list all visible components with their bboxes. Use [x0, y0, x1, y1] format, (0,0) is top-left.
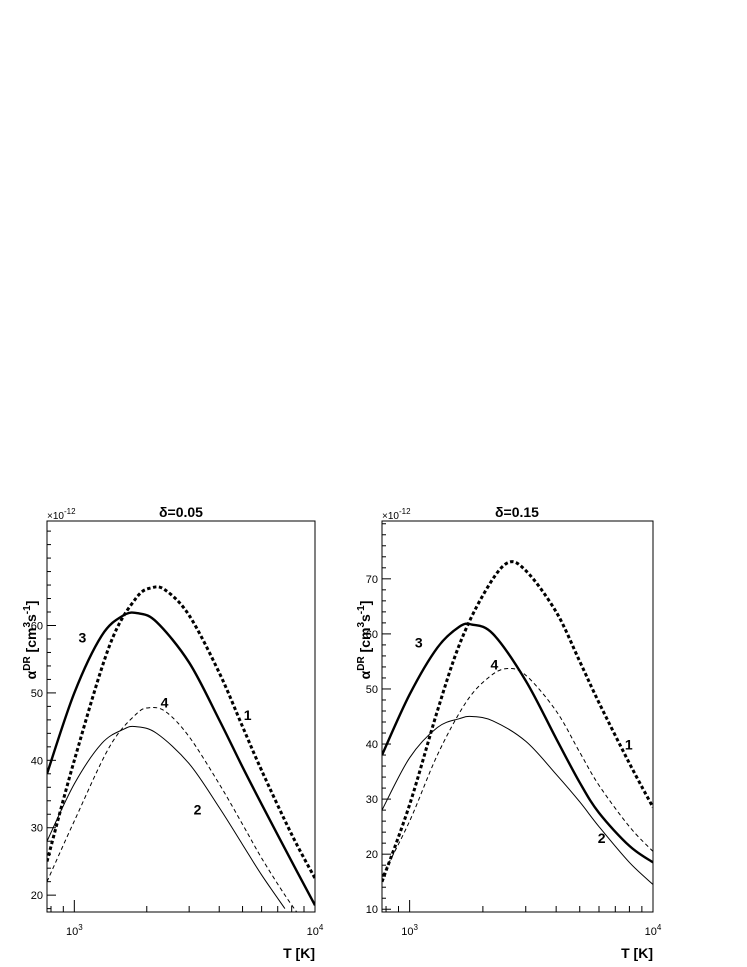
curve-label-1: 1	[244, 707, 252, 723]
plot-frame-right	[381, 520, 654, 913]
x-tick-label: 104	[645, 923, 662, 938]
y-tick-label: 20	[366, 849, 378, 861]
chart-panel-left: δ=0.05 ×10-12 αDR [cm3s-1] T [K] 20 30 40 5…	[22, 504, 324, 961]
y-tick-label: 50	[366, 684, 378, 696]
y-tick-label: 60	[366, 629, 378, 641]
curve-label-3: 3	[78, 629, 86, 645]
y-tick-label: 10	[366, 904, 378, 916]
curve-3	[47, 611, 315, 906]
x-tick-label: 103	[66, 923, 83, 938]
chart-title-left: δ=0.05	[159, 504, 203, 520]
curve-1	[382, 560, 653, 883]
y-multiplier-left: ×10-12	[47, 507, 76, 522]
curve-label-3: 3	[415, 635, 423, 651]
y-tick-label: 20	[31, 890, 43, 902]
curve-label-4: 4	[161, 695, 169, 711]
curve-1	[47, 585, 315, 879]
y-axis-label-left: αDR [cm3s-1]	[22, 601, 39, 680]
y-tick-label: 70	[366, 574, 378, 586]
curve-labels-right: 1 2 3 4	[415, 635, 633, 847]
y-tick-label: 40	[31, 755, 43, 767]
curve-4	[382, 667, 653, 877]
curve-label-1: 1	[625, 737, 633, 753]
plot-frame-left	[46, 520, 316, 913]
axis-ticks-right: 10 20 30 40 50 60 70 103 104	[366, 523, 662, 938]
curve-2	[382, 715, 653, 885]
curve-labels-left: 1 2 3 4	[78, 629, 251, 817]
y-tick-label: 40	[366, 739, 378, 751]
chart-panel-right: δ=0.15 ×10-12 αDR [cm3s-1] T [K] 10 20 30 4…	[356, 504, 662, 961]
curves-left	[47, 585, 315, 912]
y-axis-label-right: αDR [cm3s-1]	[356, 601, 373, 680]
curve-label-2: 2	[598, 830, 606, 846]
curve-label-2: 2	[194, 801, 202, 817]
y-tick-label: 30	[31, 823, 43, 835]
x-tick-label: 104	[307, 923, 324, 938]
chart-title-right: δ=0.15	[495, 504, 539, 520]
x-axis-label-right: T [K]	[621, 945, 653, 961]
axis-ticks-left: 20 30 40 50 60 103 104	[31, 530, 324, 938]
curves-right	[382, 560, 653, 885]
y-multiplier-right: ×10-12	[382, 507, 411, 522]
curve-3	[382, 622, 653, 864]
curve-4	[47, 707, 298, 912]
y-tick-label: 60	[31, 620, 43, 632]
curve-2	[47, 725, 286, 909]
x-tick-label: 103	[401, 923, 418, 938]
x-axis-label-left: T [K]	[283, 945, 315, 961]
y-tick-label: 30	[366, 794, 378, 806]
curve-label-4: 4	[490, 657, 498, 673]
y-tick-label: 50	[31, 688, 43, 700]
